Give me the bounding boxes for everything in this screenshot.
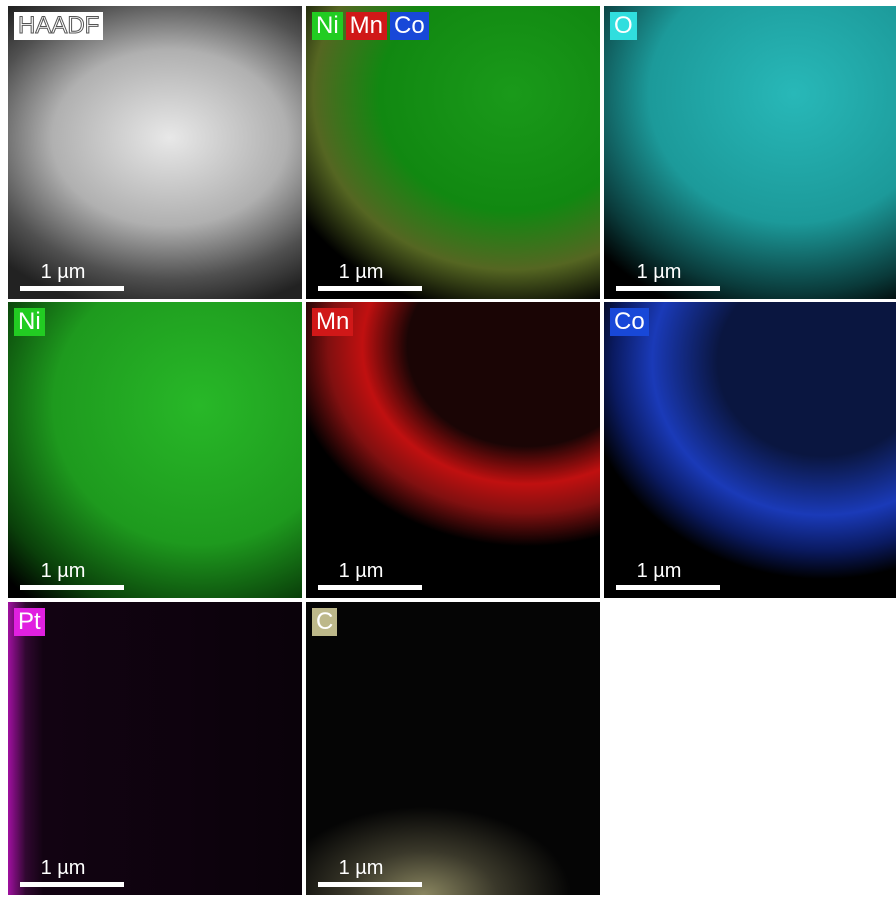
carbon-panel: C 1 µm <box>306 602 600 895</box>
panel-label: HAADF <box>14 12 104 40</box>
panel-label: Mn <box>312 308 354 336</box>
panel-label-co: Co <box>390 12 429 40</box>
panel-label: Ni <box>14 308 45 336</box>
panel-label: O <box>610 12 637 40</box>
scale-bar: 1 µm <box>318 857 422 887</box>
panel-label: Pt <box>14 608 45 636</box>
manganese-panel: Mn 1 µm <box>306 302 600 598</box>
scale-bar: 1 µm <box>318 261 422 291</box>
panel-label-ni: Ni <box>312 12 343 40</box>
scale-bar: 1 µm <box>20 560 124 590</box>
scale-bar: 1 µm <box>20 857 124 887</box>
cobalt-panel: Co 1 µm <box>604 302 896 598</box>
scale-bar: 1 µm <box>616 560 720 590</box>
haadf-panel: HAADF 1 µm <box>8 6 302 299</box>
panel-label-mn: Mn <box>345 12 388 40</box>
platinum-panel: Pt 1 µm <box>8 602 302 895</box>
overlay-panel: Ni Mn Co 1 µm <box>306 6 600 299</box>
nickel-panel: Ni 1 µm <box>8 302 302 598</box>
panel-label: Co <box>610 308 649 336</box>
oxygen-panel: O 1 µm <box>604 6 896 299</box>
scale-bar: 1 µm <box>616 261 720 291</box>
panel-label: C <box>312 608 338 636</box>
scale-bar: 1 µm <box>20 261 124 291</box>
scale-bar: 1 µm <box>318 560 422 590</box>
